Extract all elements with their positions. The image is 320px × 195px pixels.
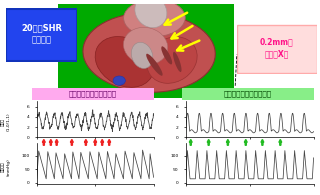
- Text: 0.2mm径
放射光X線: 0.2mm径 放射光X線: [260, 37, 294, 58]
- Text: 振幅比
(1,0/1,1): 振幅比 (1,0/1,1): [1, 113, 10, 131]
- Ellipse shape: [124, 0, 185, 37]
- Text: タンパクの不規則な挙動: タンパクの不規則な挙動: [69, 91, 117, 97]
- Text: 左心室圧
(mmHg): 左心室圧 (mmHg): [1, 158, 10, 176]
- FancyBboxPatch shape: [237, 25, 317, 73]
- Ellipse shape: [147, 37, 197, 83]
- Ellipse shape: [95, 37, 154, 87]
- Text: タンパクの周期的な挙動: タンパクの周期的な挙動: [224, 91, 272, 97]
- Ellipse shape: [113, 76, 125, 85]
- Ellipse shape: [131, 42, 153, 68]
- Ellipse shape: [173, 52, 181, 72]
- Ellipse shape: [161, 46, 172, 64]
- FancyBboxPatch shape: [182, 88, 314, 100]
- FancyBboxPatch shape: [6, 9, 77, 61]
- Ellipse shape: [124, 27, 168, 65]
- Ellipse shape: [135, 0, 167, 28]
- Ellipse shape: [83, 13, 215, 92]
- Text: 20週齢SHR
肥大心臓: 20週齢SHR 肥大心臓: [21, 23, 62, 45]
- FancyBboxPatch shape: [32, 88, 154, 100]
- Ellipse shape: [146, 54, 163, 76]
